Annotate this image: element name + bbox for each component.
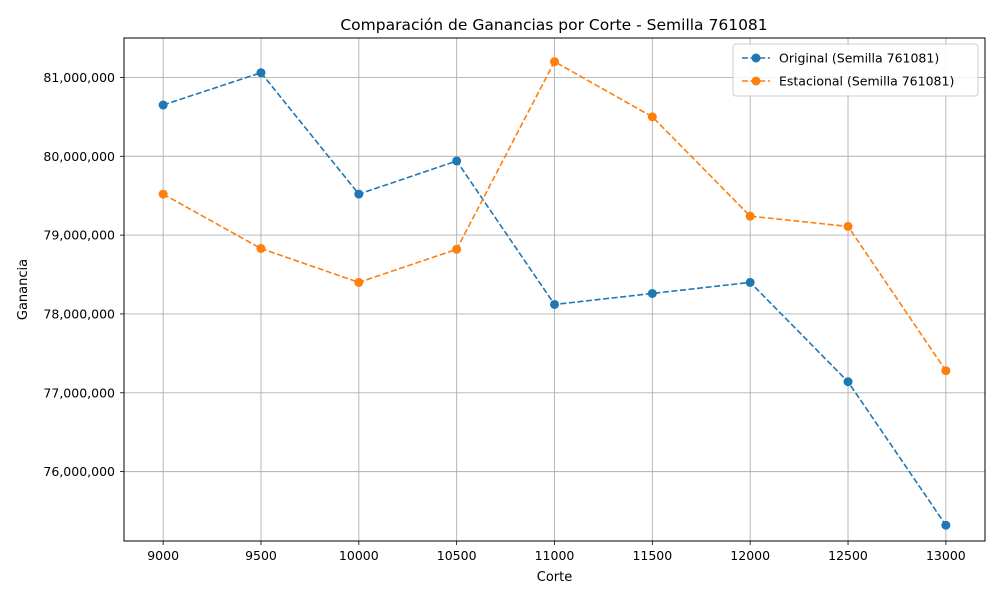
legend-label: Original (Semilla 761081) [779,51,939,66]
data-point [647,288,657,298]
data-point [941,366,951,376]
y-tick-label: 77,000,000 [43,385,115,400]
y-tick-label: 81,000,000 [43,70,115,85]
x-tick-label: 9000 [147,548,179,563]
y-axis-ticks: 76,000,000 77,000,000 78,000,000 79,000,000… [43,70,124,479]
x-tick-label: 11500 [632,548,672,563]
y-axis-title: Ganancia [16,259,31,320]
y-tick-label: 78,000,000 [43,306,115,321]
series-original [158,68,951,530]
x-axis-title: Corte [537,570,572,585]
data-point [256,244,266,254]
x-tick-label: 10000 [339,548,379,563]
x-tick-label: 12000 [730,548,770,563]
legend-swatch-marker [751,76,761,86]
data-point [354,277,364,287]
y-tick-label: 79,000,000 [43,228,115,243]
x-tick-label: 11000 [535,548,575,563]
x-tick-label: 12500 [828,548,868,563]
data-point [550,299,559,309]
data-point [745,211,755,221]
data-point [158,100,168,110]
series-layer [158,57,951,530]
x-tick-label: 10500 [437,548,477,563]
series-estacional [158,57,951,376]
legend: Original (Semilla 761081) Estacional (Sem… [732,43,979,97]
x-tick-label: 13000 [926,548,966,563]
data-point [452,244,462,254]
data-point [550,57,559,67]
data-point [158,189,168,199]
grid [124,38,985,541]
data-point [452,156,462,166]
data-point [843,221,853,231]
data-point [354,189,364,199]
x-axis-ticks: 9000 9500 10000 10500 11000 11500 12000 12500 13… [147,541,966,563]
legend-swatch-marker [751,53,761,63]
chart-title: Comparación de Ganancias por Corte - Sem… [340,16,767,34]
y-tick-label: 80,000,000 [43,149,115,164]
y-tick-label: 76,000,000 [43,464,115,479]
x-tick-label: 9500 [245,548,277,563]
legend-label: Estacional (Semilla 761081) [779,74,954,89]
data-point [256,68,266,78]
legend-box [732,43,979,97]
data-point [647,112,657,122]
data-point [843,377,853,387]
data-point [745,277,755,287]
data-point [941,520,951,530]
